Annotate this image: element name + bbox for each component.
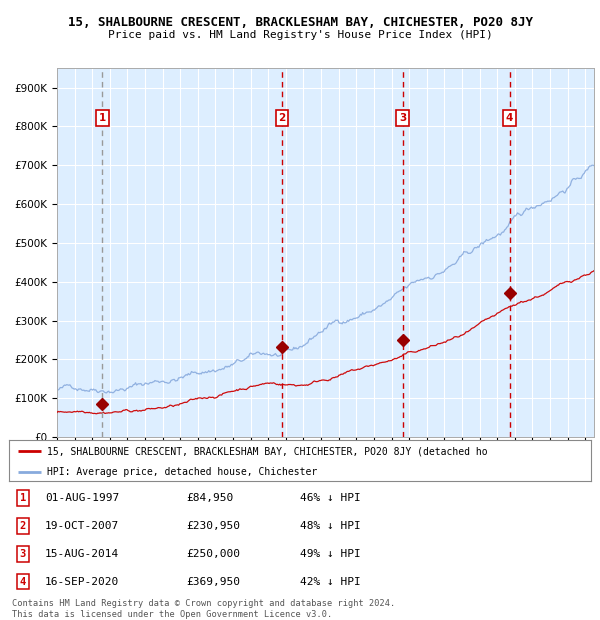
Text: 4: 4 [506,113,514,123]
Text: 46% ↓ HPI: 46% ↓ HPI [300,493,361,503]
Text: HPI: Average price, detached house, Chichester: HPI: Average price, detached house, Chic… [47,467,317,477]
Text: 3: 3 [20,549,26,559]
Text: 4: 4 [20,577,26,587]
Text: 16-SEP-2020: 16-SEP-2020 [45,577,119,587]
Text: 3: 3 [399,113,406,123]
Text: 19-OCT-2007: 19-OCT-2007 [45,521,119,531]
Text: 48% ↓ HPI: 48% ↓ HPI [300,521,361,531]
Text: 15, SHALBOURNE CRESCENT, BRACKLESHAM BAY, CHICHESTER, PO20 8JY (detached ho: 15, SHALBOURNE CRESCENT, BRACKLESHAM BAY… [47,446,487,456]
Text: 1: 1 [20,493,26,503]
Text: £369,950: £369,950 [186,577,240,587]
Text: 2: 2 [20,521,26,531]
Text: 49% ↓ HPI: 49% ↓ HPI [300,549,361,559]
Text: 15, SHALBOURNE CRESCENT, BRACKLESHAM BAY, CHICHESTER, PO20 8JY: 15, SHALBOURNE CRESCENT, BRACKLESHAM BAY… [67,16,533,29]
Text: 42% ↓ HPI: 42% ↓ HPI [300,577,361,587]
Text: Price paid vs. HM Land Registry's House Price Index (HPI): Price paid vs. HM Land Registry's House … [107,30,493,40]
Text: Contains HM Land Registry data © Crown copyright and database right 2024.
This d: Contains HM Land Registry data © Crown c… [12,600,395,619]
Text: £84,950: £84,950 [186,493,233,503]
Text: 01-AUG-1997: 01-AUG-1997 [45,493,119,503]
Text: £230,950: £230,950 [186,521,240,531]
Text: 2: 2 [278,113,286,123]
Text: 1: 1 [99,113,106,123]
Text: £250,000: £250,000 [186,549,240,559]
Text: 15-AUG-2014: 15-AUG-2014 [45,549,119,559]
